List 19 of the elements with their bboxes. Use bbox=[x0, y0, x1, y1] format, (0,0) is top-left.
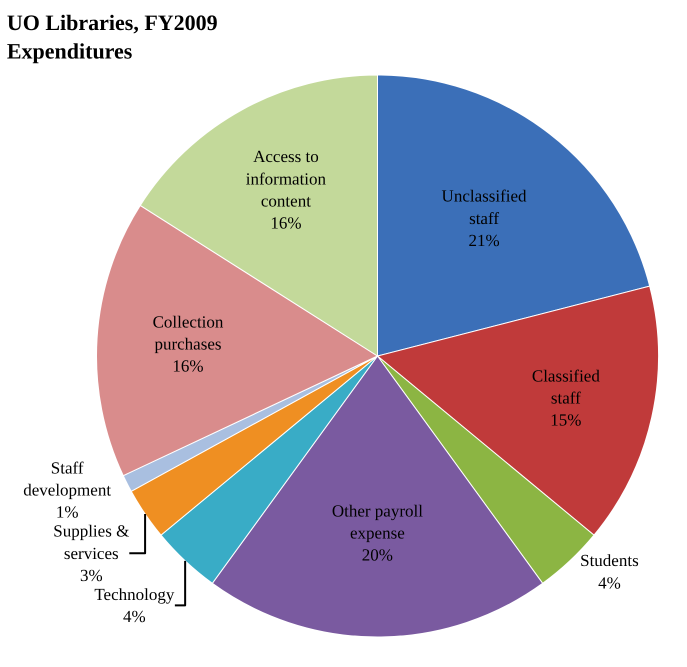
data-label: 16% bbox=[172, 356, 204, 376]
slice-label: Access to information content bbox=[246, 147, 327, 210]
data-label: 21% bbox=[468, 230, 500, 250]
data-label: 3% bbox=[80, 566, 103, 585]
data-label: 15% bbox=[550, 410, 582, 430]
data-label: 20% bbox=[362, 546, 393, 565]
slice-label: Technology bbox=[94, 584, 175, 604]
slice-label: Staff development bbox=[23, 458, 112, 500]
slice-label: Collection purchases bbox=[152, 312, 224, 354]
slice-label: Classified staff bbox=[532, 366, 600, 408]
data-label: 16% bbox=[270, 213, 302, 232]
slice-label: Supplies & services bbox=[53, 522, 130, 563]
slice-label: Unclassified staff bbox=[442, 186, 528, 228]
data-label: 4% bbox=[598, 573, 621, 592]
data-label: 1% bbox=[56, 502, 78, 522]
chart-title: UO Libraries, FY2009 Expenditures bbox=[6, 10, 218, 64]
data-label: 4% bbox=[123, 606, 146, 626]
slice-label: Students bbox=[580, 551, 639, 570]
slice-label: Other payroll expense bbox=[332, 501, 424, 542]
